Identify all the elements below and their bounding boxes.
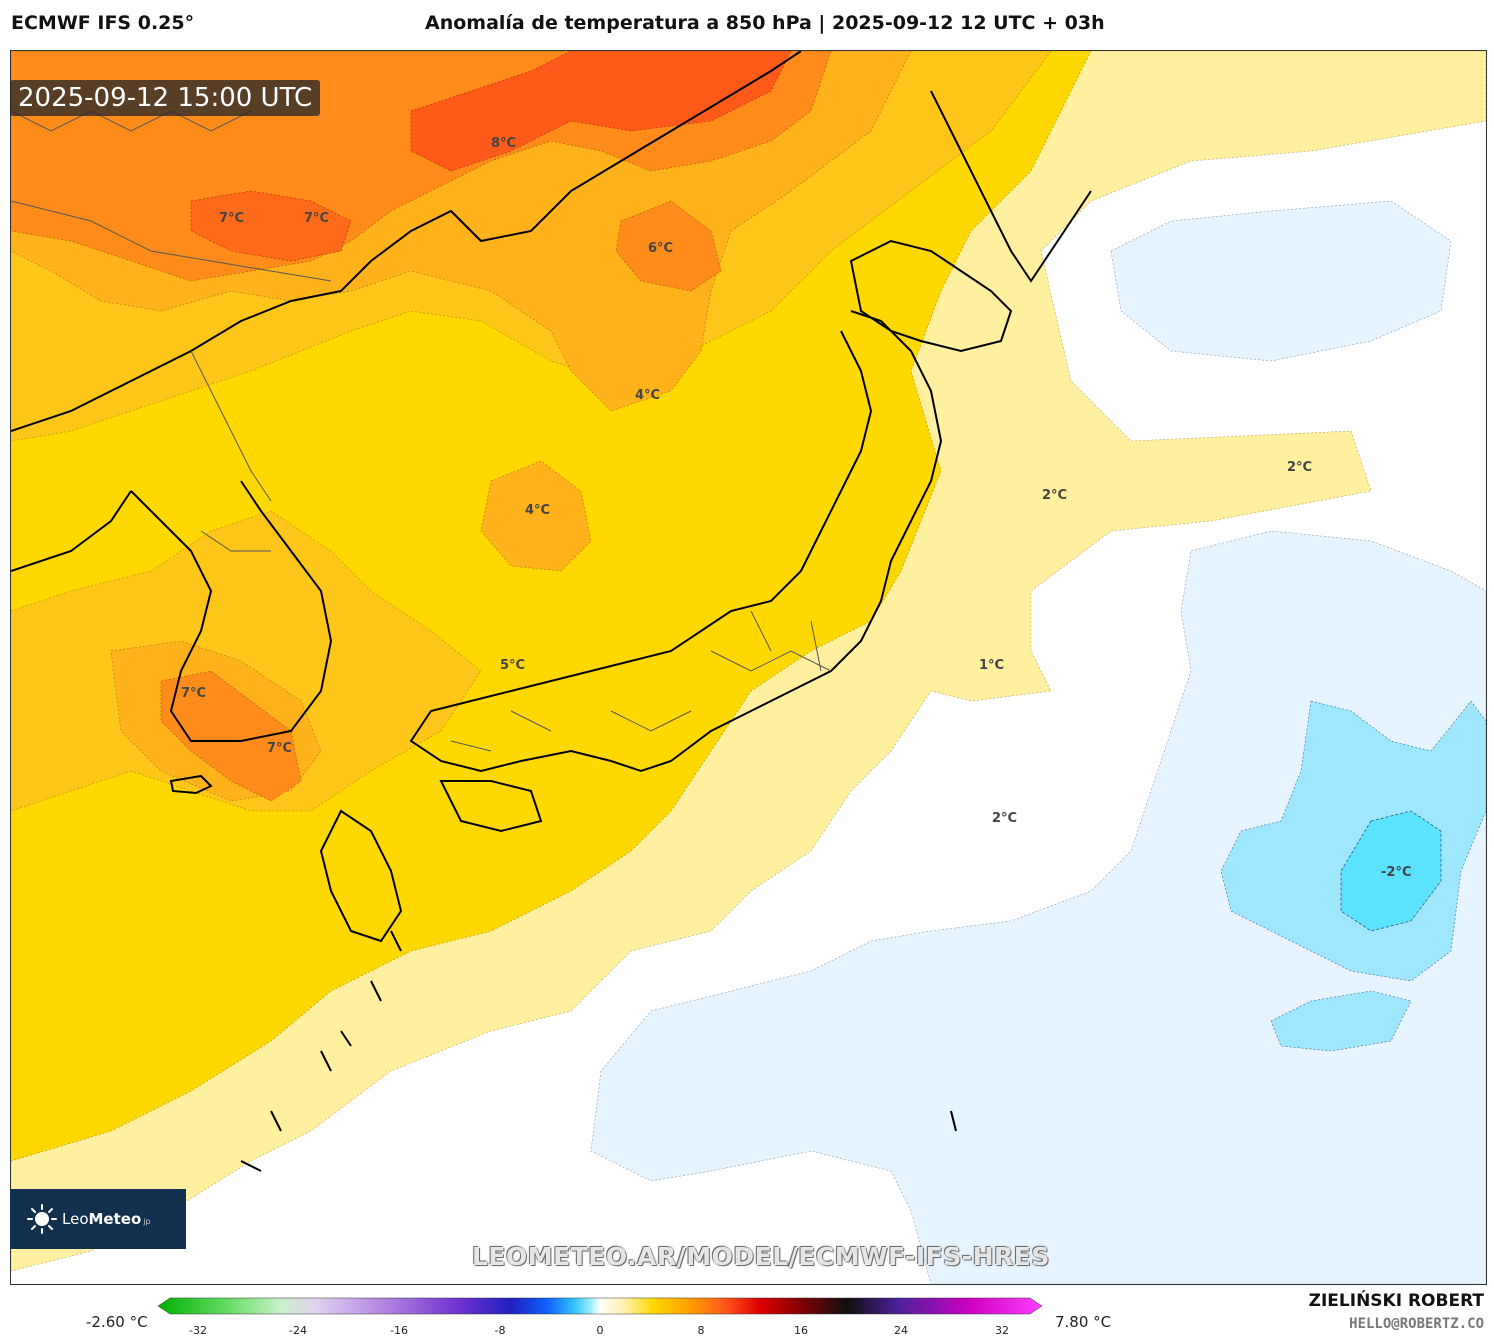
isotherm-label: 6°C: [648, 241, 673, 256]
hokkaido-coast: [849, 239, 1013, 353]
anomaly-area-6c-sea: [615, 200, 722, 292]
ryukyu-islands: [240, 930, 957, 1172]
japan-honshu-coast: [409, 310, 943, 773]
border-line: [190, 350, 272, 502]
isotherm-label: 2°C: [1287, 460, 1312, 475]
anomaly-area-4c-central: [480, 460, 592, 572]
shikoku-coast: [439, 780, 543, 833]
jeju-island: [169, 774, 213, 795]
anomaly-area-6c-korea: [160, 670, 302, 802]
colorbar-tick: 8: [698, 1324, 705, 1337]
colorbar-tick: 0: [597, 1324, 604, 1337]
colorbar-tick: 16: [794, 1324, 808, 1337]
sakhalin-coast: [930, 90, 1092, 283]
author-email[interactable]: HELLO@ROBERTZ.CO: [1349, 1316, 1484, 1332]
anomaly-area-minus2c-south: [1270, 990, 1412, 1052]
border-line: [11, 110, 252, 132]
kyushu-coast: [319, 809, 403, 943]
sun-icon: [27, 1204, 57, 1234]
isotherm-labels: 8°C 7°C 7°C 6°C 4°C 4°C 5°C 7°C 7°C 2°C …: [181, 136, 1411, 880]
border-line: [11, 200, 332, 282]
yellow-sea-coast: [11, 490, 132, 572]
coastlines: [11, 51, 1092, 1172]
anomaly-area-minus1c-east: [590, 530, 1486, 1284]
isotherm-label: 2°C: [1042, 488, 1067, 503]
isotherm-label: 7°C: [304, 211, 329, 226]
isotherm-label: 8°C: [491, 136, 516, 151]
isotherm-label: -2°C: [1381, 865, 1411, 880]
color-scale-legend: -32 -24 -16 -8 0 8 16 24 32: [157, 1297, 1043, 1337]
model-name: ECMWF IFS 0.25°: [11, 12, 195, 34]
isotherm-label: 7°C: [219, 211, 244, 226]
leometeo-logo[interactable]: LeoMeteo jp: [10, 1189, 186, 1249]
colorbar-ticks: -32 -24 -16 -8 0 8 16 24 32: [189, 1324, 1009, 1337]
isotherm-label: 1°C: [979, 658, 1004, 673]
colorbar-tick: -32: [189, 1324, 207, 1337]
temperature-anomaly-map: 8°C 7°C 7°C 6°C 4°C 4°C 5°C 7°C 7°C 2°C …: [11, 51, 1486, 1284]
anomaly-area-8c: [410, 51, 792, 172]
author-name: ZIELIŃSKI ROBERT: [1308, 1291, 1484, 1311]
colorbar-tick: -16: [390, 1324, 408, 1337]
isotherm-label: 2°C: [992, 811, 1017, 826]
map-title: Anomalía de temperatura a 850 hPa | 2025…: [425, 12, 1105, 34]
isotherm-label: 7°C: [267, 741, 292, 756]
source-url-watermark: LEOMETEO.AR/MODEL/ECMWF-IFS-HRES: [472, 1242, 1050, 1271]
prefecture-lines: [450, 610, 832, 752]
colorbar-gradient: [157, 1297, 1043, 1315]
valid-time-badge: 2025-09-12 15:00 UTC: [10, 80, 321, 116]
logo-text: LeoMeteo jp: [62, 1210, 151, 1228]
anomaly-area-minus2c: [1220, 700, 1486, 982]
colorbar-tick: 32: [995, 1324, 1009, 1337]
isotherm-label: 4°C: [635, 388, 660, 403]
isotherm-label: 5°C: [500, 658, 525, 673]
colorbar-tick: -24: [289, 1324, 307, 1337]
anomaly-area-7c-west: [190, 190, 352, 262]
korean-peninsula-coast: [130, 480, 333, 742]
legend-min-label: -2.60 °C: [86, 1313, 148, 1331]
colorbar-tick: 24: [894, 1324, 908, 1337]
colorbar-tick: -8: [495, 1324, 506, 1337]
asia-mainland-coast: [11, 51, 802, 432]
border-line: [200, 530, 271, 552]
anomaly-area-minus1c-north: [1110, 200, 1452, 362]
isotherm-label: 4°C: [525, 503, 550, 518]
anomaly-area-minus3c: [1340, 810, 1442, 932]
map-panel[interactable]: 8°C 7°C 7°C 6°C 4°C 4°C 5°C 7°C 7°C 2°C …: [10, 50, 1487, 1285]
isotherm-label: 7°C: [181, 686, 206, 701]
legend-max-label: 7.80 °C: [1055, 1313, 1112, 1331]
political-borders: [11, 110, 832, 752]
